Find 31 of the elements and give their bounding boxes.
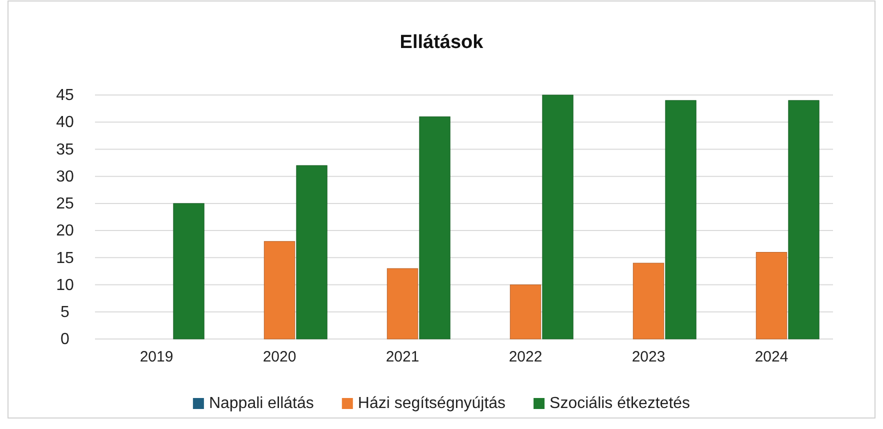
bar: [788, 100, 820, 340]
bar: [173, 203, 204, 340]
y-tick-label: 35: [56, 141, 74, 158]
x-tick-label: 2023: [632, 348, 666, 366]
y-tick-label: 5: [60, 304, 70, 322]
y-tick-label: 25: [56, 196, 74, 213]
chart-title: Ellátások: [400, 32, 484, 53]
bar: [632, 262, 664, 340]
y-tick-label: 15: [56, 250, 74, 267]
y-tick-label: 0: [60, 331, 70, 348]
bar: [756, 252, 788, 340]
bar: [296, 165, 328, 340]
x-tick-label: 2024: [754, 348, 788, 366]
y-tick-label: 20: [56, 222, 74, 240]
y-tick-label: 10: [56, 276, 74, 294]
legend-label: Házi segítségnyújtás: [358, 395, 506, 412]
bar: [419, 116, 450, 340]
y-tick-label: 45: [56, 87, 74, 104]
bar: [665, 100, 696, 340]
bar: [264, 241, 296, 340]
bar: [386, 268, 418, 340]
y-tick-label: 40: [56, 114, 74, 132]
x-tick-label: 2020: [262, 348, 296, 366]
bar: [510, 284, 542, 340]
legend-label: Szociális étkeztetés: [550, 395, 690, 412]
legend-label: Nappali ellátás: [208, 395, 314, 412]
x-tick-label: 2021: [386, 348, 420, 366]
x-tick-label: 2019: [140, 348, 174, 366]
x-tick-label: 2022: [508, 348, 542, 366]
bar: [542, 94, 574, 340]
y-tick-label: 30: [56, 168, 74, 186]
